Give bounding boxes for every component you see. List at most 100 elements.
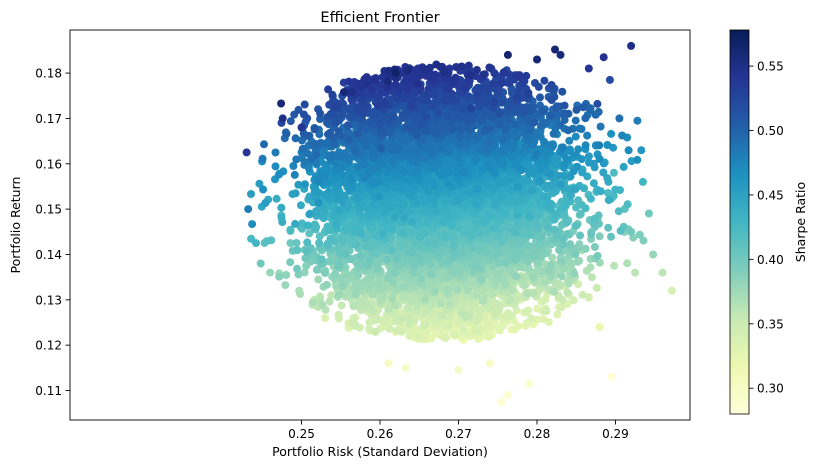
- scatter-point: [587, 229, 596, 238]
- scatter-point: [490, 201, 499, 210]
- scatter-point: [658, 268, 667, 277]
- scatter-point: [341, 224, 350, 233]
- scatter-point: [519, 280, 528, 289]
- scatter-point: [442, 233, 451, 241]
- scatter-point: [409, 268, 418, 277]
- scatter-point: [468, 244, 477, 253]
- scatter-point: [423, 238, 432, 247]
- scatter-point: [644, 209, 653, 218]
- scatter-point: [586, 194, 595, 203]
- scatter-point: [453, 196, 462, 205]
- scatter-point: [422, 206, 431, 215]
- scatter-point: [293, 246, 302, 255]
- scatter-point: [325, 297, 334, 306]
- scatter-point: [555, 171, 564, 180]
- scatter-point: [252, 239, 260, 248]
- scatter-point: [352, 240, 360, 249]
- scatter-point: [322, 280, 331, 289]
- scatter-point: [317, 255, 326, 264]
- scatter-point: [393, 326, 402, 335]
- scatter-point: [414, 332, 423, 341]
- scatter-point: [426, 194, 435, 203]
- scatter-point: [513, 183, 522, 191]
- scatter-point: [388, 225, 397, 234]
- scatter-point: [303, 221, 312, 230]
- scatter-point: [398, 314, 407, 323]
- scatter-point: [431, 330, 440, 339]
- scatter-point: [390, 269, 399, 278]
- scatter-point: [478, 296, 487, 305]
- scatter-point: [275, 272, 284, 281]
- scatter-point: [541, 278, 549, 287]
- scatter-point: [455, 318, 463, 327]
- scatter-point: [424, 187, 433, 196]
- scatter-point: [573, 162, 582, 171]
- scatter-point: [503, 391, 512, 400]
- scatter-point: [312, 207, 321, 215]
- scatter-point: [334, 310, 343, 319]
- scatter-point: [526, 314, 535, 323]
- scatter-point: [291, 219, 300, 228]
- scatter-point: [301, 254, 310, 263]
- scatter-point: [571, 185, 580, 194]
- scatter-point: [463, 286, 472, 295]
- scatter-point: [308, 298, 317, 307]
- scatter-point: [590, 214, 599, 223]
- scatter-point: [515, 262, 524, 271]
- scatter-point: [415, 252, 424, 261]
- scatter-point: [427, 270, 436, 279]
- scatter-point: [387, 246, 396, 255]
- scatter-point: [556, 180, 565, 189]
- scatter-point: [367, 241, 376, 250]
- scatter-point: [456, 247, 465, 256]
- scatter-point: [549, 181, 558, 190]
- scatter-point: [524, 212, 533, 221]
- scatter-point: [565, 240, 574, 249]
- scatter-point: [610, 261, 619, 270]
- scatter-point: [483, 248, 491, 257]
- scatter-point: [557, 272, 566, 281]
- scatter-point: [327, 291, 336, 300]
- scatter-point: [365, 255, 374, 264]
- scatter-point: [545, 169, 554, 178]
- scatter-point: [535, 177, 544, 186]
- scatter-point: [384, 273, 392, 282]
- scatter-point: [392, 254, 401, 263]
- scatter-point: [368, 290, 377, 299]
- scatter-point: [540, 259, 549, 268]
- scatter-point: [314, 198, 323, 207]
- scatter-point: [350, 320, 359, 329]
- scatter-point: [468, 231, 477, 240]
- scatter-point: [399, 199, 408, 208]
- scatter-point: [332, 282, 341, 291]
- scatter-point: [310, 220, 319, 229]
- scatter-points: [242, 41, 676, 406]
- scatter-point: [511, 255, 520, 264]
- scatter-point: [409, 260, 418, 269]
- scatter-point: [537, 232, 546, 241]
- scatter-point: [430, 287, 439, 296]
- scatter-point: [351, 290, 360, 299]
- scatter-point: [564, 279, 573, 288]
- scatter-point: [517, 238, 526, 247]
- scatter-point: [443, 211, 452, 220]
- scatter-point: [445, 321, 454, 330]
- scatter-point: [492, 308, 501, 317]
- scatter-point: [614, 207, 623, 216]
- scatter-point: [401, 363, 410, 372]
- scatter-point: [638, 177, 647, 186]
- scatter-point: [523, 222, 532, 230]
- scatter-point: [451, 212, 460, 221]
- scatter-point: [266, 268, 275, 277]
- scatter-point: [607, 129, 616, 138]
- scatter-point: [331, 270, 340, 278]
- scatter-point: [408, 297, 417, 306]
- scatter-point: [529, 273, 538, 282]
- scatter-point: [581, 244, 590, 253]
- scatter-point: [391, 301, 400, 310]
- scatter-point: [415, 233, 424, 241]
- scatter-point: [623, 259, 632, 268]
- scatter-point: [576, 231, 585, 240]
- scatter-point: [571, 250, 580, 259]
- scatter-point: [522, 308, 531, 316]
